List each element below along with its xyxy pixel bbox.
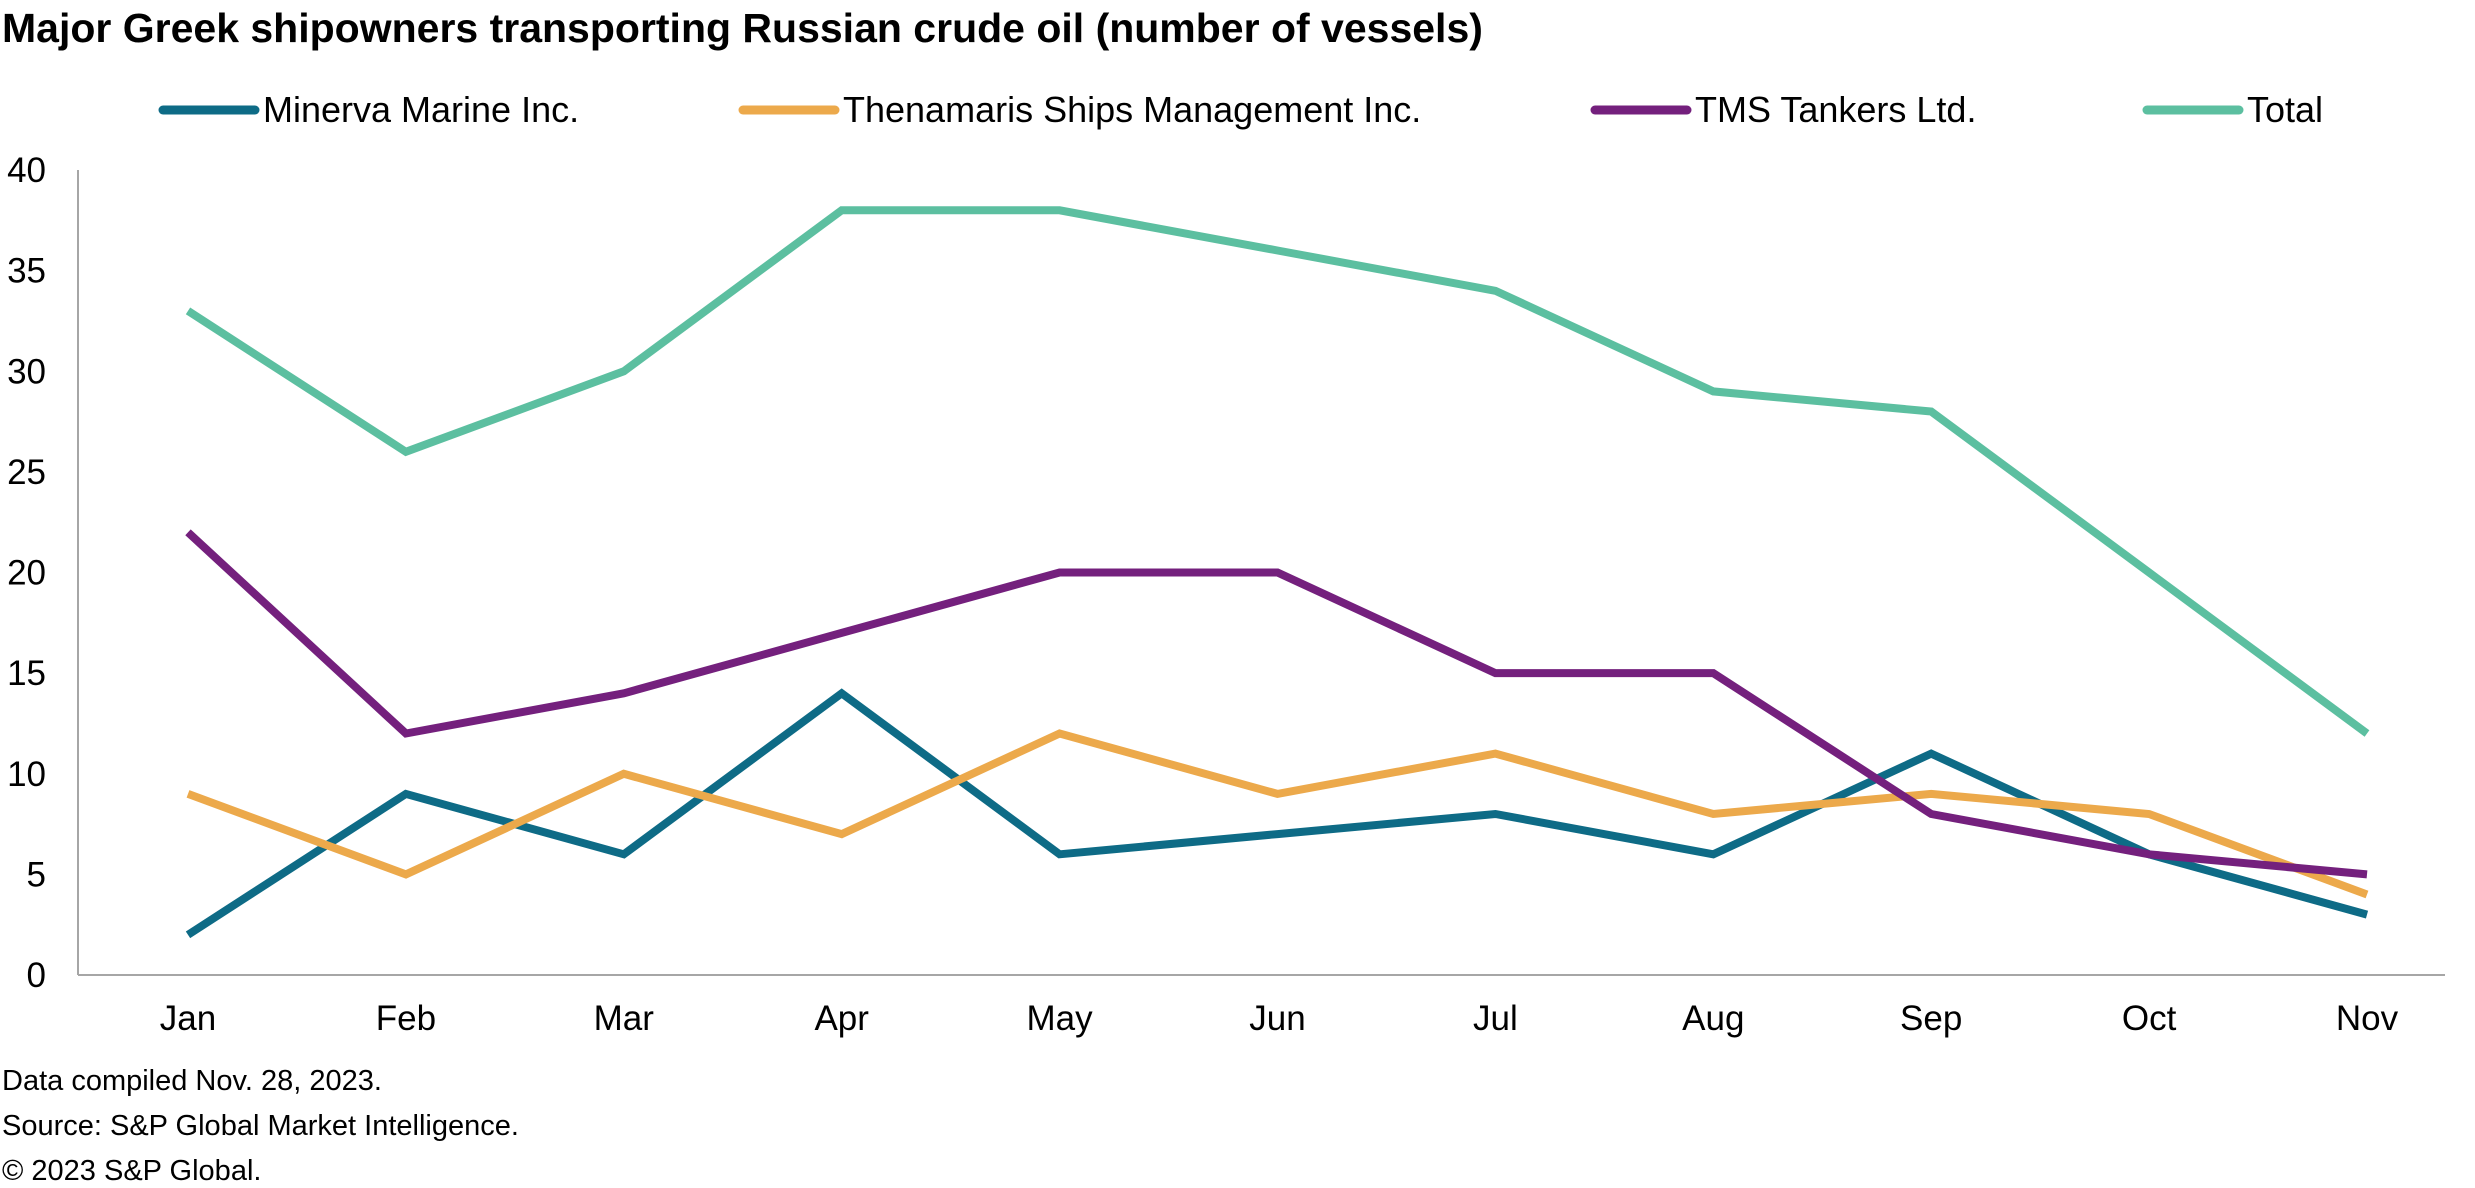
y-tick-label: 20 — [7, 554, 46, 593]
copyright-note: © 2023 S&P Global. — [2, 1155, 261, 1187]
x-axis-ticks: Jan Feb Mar Apr May Jun Jul Aug Sep Oct Nov — [160, 999, 2399, 1038]
x-tick-label: Jun — [1249, 999, 1305, 1038]
y-axis-ticks: 0 5 10 15 20 25 30 35 40 — [7, 151, 46, 995]
source-note: Source: S&P Global Market Intelligence. — [2, 1110, 519, 1142]
x-tick-label: Sep — [1900, 999, 1962, 1038]
series-lines — [185, 206, 2370, 939]
data-compiled-note: Data compiled Nov. 28, 2023. — [2, 1065, 382, 1097]
x-tick-label: Mar — [594, 999, 655, 1038]
x-tick-label: Aug — [1682, 999, 1744, 1038]
legend-label-minerva-marine-inc: Minerva Marine Inc. — [263, 89, 579, 130]
y-tick-label: 10 — [7, 755, 46, 794]
y-tick-label: 5 — [27, 855, 46, 894]
y-tick-label: 15 — [7, 654, 46, 693]
legend: Minerva Marine Inc. Thenamaris Ships Mana… — [158, 89, 2323, 130]
x-tick-label: Oct — [2122, 999, 2177, 1038]
x-tick-label: Jul — [1473, 999, 1518, 1038]
legend-label-tms-tankers-ltd: TMS Tankers Ltd. — [1695, 89, 1976, 130]
y-tick-label: 35 — [7, 252, 46, 291]
x-tick-label: Feb — [376, 999, 436, 1038]
y-tick-label: 25 — [7, 453, 46, 492]
x-tick-label: Apr — [814, 999, 869, 1038]
y-tick-label: 40 — [7, 151, 46, 190]
y-tick-label: 0 — [27, 956, 46, 995]
series-line-tms-tankers-ltd — [185, 529, 2368, 879]
legend-label-thenamaris-ships-management-inc: Thenamaris Ships Management Inc. — [843, 89, 1421, 130]
x-tick-label: May — [1027, 999, 1094, 1038]
y-tick-label: 30 — [7, 352, 46, 391]
series-line-total — [185, 206, 2370, 737]
chart-title: Major Greek shipowners transporting Russ… — [2, 5, 1483, 51]
x-tick-label: Nov — [2336, 999, 2399, 1038]
series-line-minerva-marine-inc — [185, 688, 2369, 939]
legend-label-total: Total — [2247, 89, 2323, 130]
series-line-thenamaris-ships-management-inc — [186, 729, 2369, 899]
x-tick-label: Jan — [160, 999, 216, 1038]
